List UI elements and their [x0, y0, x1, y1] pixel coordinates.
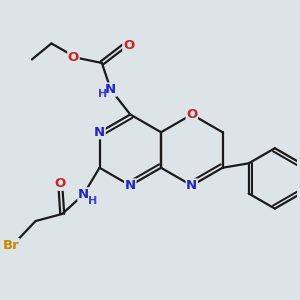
Text: N: N	[186, 179, 197, 192]
Text: O: O	[68, 51, 79, 64]
Text: Br: Br	[2, 239, 19, 252]
Text: N: N	[94, 126, 105, 139]
Text: H: H	[88, 196, 97, 206]
Text: O: O	[186, 108, 197, 121]
Text: N: N	[78, 188, 89, 201]
Text: O: O	[55, 177, 66, 190]
Text: O: O	[123, 39, 134, 52]
Text: N: N	[125, 179, 136, 192]
Text: N: N	[105, 83, 116, 96]
Text: H: H	[98, 89, 108, 99]
